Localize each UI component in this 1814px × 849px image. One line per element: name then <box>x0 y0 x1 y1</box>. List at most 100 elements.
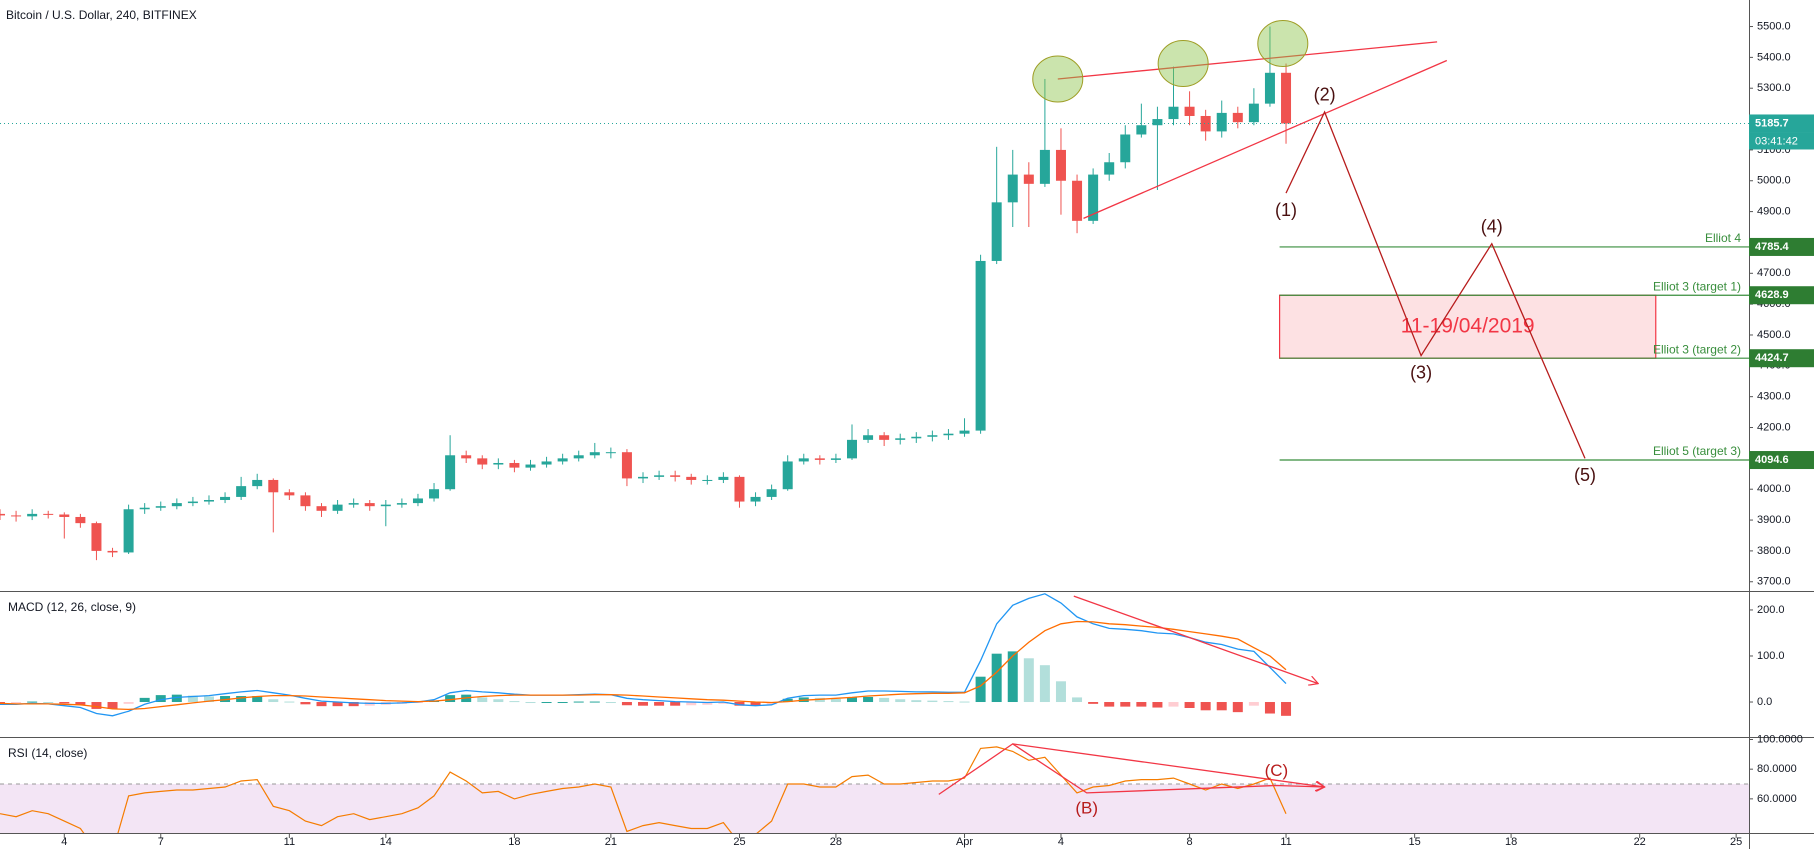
histogram-bar <box>27 701 38 703</box>
candle-body <box>348 503 359 505</box>
x-tick-label: 4 <box>1058 836 1064 848</box>
y-tick-label: 4500.0 <box>1757 329 1791 341</box>
histogram-bar <box>316 702 327 707</box>
histogram-bar <box>1023 658 1034 703</box>
candle-body <box>1088 174 1099 221</box>
candle-body <box>1200 115 1211 132</box>
candle-body <box>1136 125 1147 135</box>
candle-body <box>1232 112 1243 123</box>
candle-body <box>798 458 809 462</box>
histogram-bar <box>509 701 520 703</box>
y-tick-label: 4200.0 <box>1757 421 1791 433</box>
x-tick-label: 14 <box>380 836 392 848</box>
x-tick-label: 15 <box>1409 836 1421 848</box>
wave-label: (5) <box>1574 465 1596 485</box>
candle-body <box>879 435 890 440</box>
y-tick-label: 80.0000 <box>1757 763 1797 775</box>
candle-body <box>975 260 986 431</box>
x-tick-label: 22 <box>1634 836 1646 848</box>
level-value: 4785.4 <box>1755 241 1790 253</box>
histogram-bar <box>139 697 150 703</box>
y-tick-label: 4900.0 <box>1757 206 1791 218</box>
candle-body <box>589 452 600 456</box>
candle-body <box>91 523 102 551</box>
candle-body <box>461 455 472 459</box>
candle-body <box>75 516 86 524</box>
candle-body <box>557 458 568 462</box>
target-zone <box>1278 294 1657 359</box>
histogram-bar <box>1007 651 1018 703</box>
candle-body <box>429 489 440 499</box>
level-label: Elliot 5 (target 3) <box>1653 444 1741 458</box>
candle-body <box>364 503 375 507</box>
wedge-line <box>1057 41 1438 80</box>
candle-body <box>396 503 407 505</box>
y-tick-label: 0.0 <box>1757 696 1772 708</box>
last-price: 5185.7 <box>1755 117 1789 129</box>
histogram-bar <box>895 699 906 703</box>
candle-body <box>268 479 279 493</box>
histogram-bar <box>1184 702 1195 708</box>
candle-body <box>509 462 520 468</box>
candle-body <box>991 202 1002 261</box>
histogram-bar <box>1168 702 1179 707</box>
candle-body <box>107 550 118 553</box>
wave-label: (2) <box>1314 85 1336 105</box>
candle-body <box>927 435 938 437</box>
candle-body <box>1264 72 1275 104</box>
histogram-bar <box>750 702 761 706</box>
x-tick-label: Apr <box>956 836 973 848</box>
candle-body <box>1248 103 1259 123</box>
rsi-band <box>0 784 1749 833</box>
histogram-bar <box>187 695 198 703</box>
x-tick-label: 11 <box>1280 836 1291 848</box>
histogram-bar <box>123 702 134 704</box>
histogram-bar <box>686 702 697 706</box>
level-label: Elliot 3 (target 1) <box>1653 279 1741 293</box>
y-tick-label: 60.0000 <box>1757 793 1797 805</box>
histogram-bar <box>11 702 22 704</box>
y-tick-label: 3700.0 <box>1757 576 1791 588</box>
trend-line <box>1012 743 1325 787</box>
candle-body <box>686 476 697 480</box>
histogram-bar <box>0 702 5 704</box>
candle-body <box>782 461 793 490</box>
y-tick-label: 100.0 <box>1757 650 1785 662</box>
trend-line <box>938 743 1325 795</box>
zone-label: 11-19/04/2019 <box>1401 314 1535 337</box>
candle-body <box>477 458 488 465</box>
highlight <box>1032 55 1084 103</box>
x-tick-label: 25 <box>1730 836 1742 848</box>
x-tick-label: 28 <box>830 836 842 848</box>
histogram-bar <box>236 696 247 703</box>
candle-body <box>1281 72 1292 124</box>
histogram-bar <box>734 702 745 706</box>
histogram-bar <box>1281 702 1292 716</box>
candle-body <box>621 452 632 479</box>
pane-title: RSI (14, close) <box>8 746 87 760</box>
candle-body <box>380 504 391 507</box>
y-tick-label: 4700.0 <box>1757 267 1791 279</box>
candle-body <box>863 435 874 440</box>
histogram-bar <box>1104 702 1115 707</box>
pane-title: MACD (12, 26, close, 9) <box>8 600 136 614</box>
candle-body <box>1072 180 1083 221</box>
candle-body <box>541 461 552 465</box>
histogram-bar <box>43 702 54 704</box>
wave-label: (C) <box>1265 761 1289 780</box>
candle-body <box>332 504 343 511</box>
histogram-bar <box>91 702 102 709</box>
wave-label: (1) <box>1275 200 1297 220</box>
y-tick-label: 200.0 <box>1757 604 1785 616</box>
rsi-line <box>0 746 1287 833</box>
candle-body <box>1168 106 1179 120</box>
candle-body <box>814 458 825 460</box>
candle-body <box>718 476 729 480</box>
histogram-bar <box>493 699 504 703</box>
y-tick-label: 4000.0 <box>1757 483 1791 495</box>
candle-body <box>638 476 649 479</box>
x-tick-label: 18 <box>508 836 520 848</box>
histogram-bar <box>348 702 359 707</box>
candle-body <box>412 498 423 504</box>
rsi-pane: (A) (B) (C) <box>0 738 1749 833</box>
